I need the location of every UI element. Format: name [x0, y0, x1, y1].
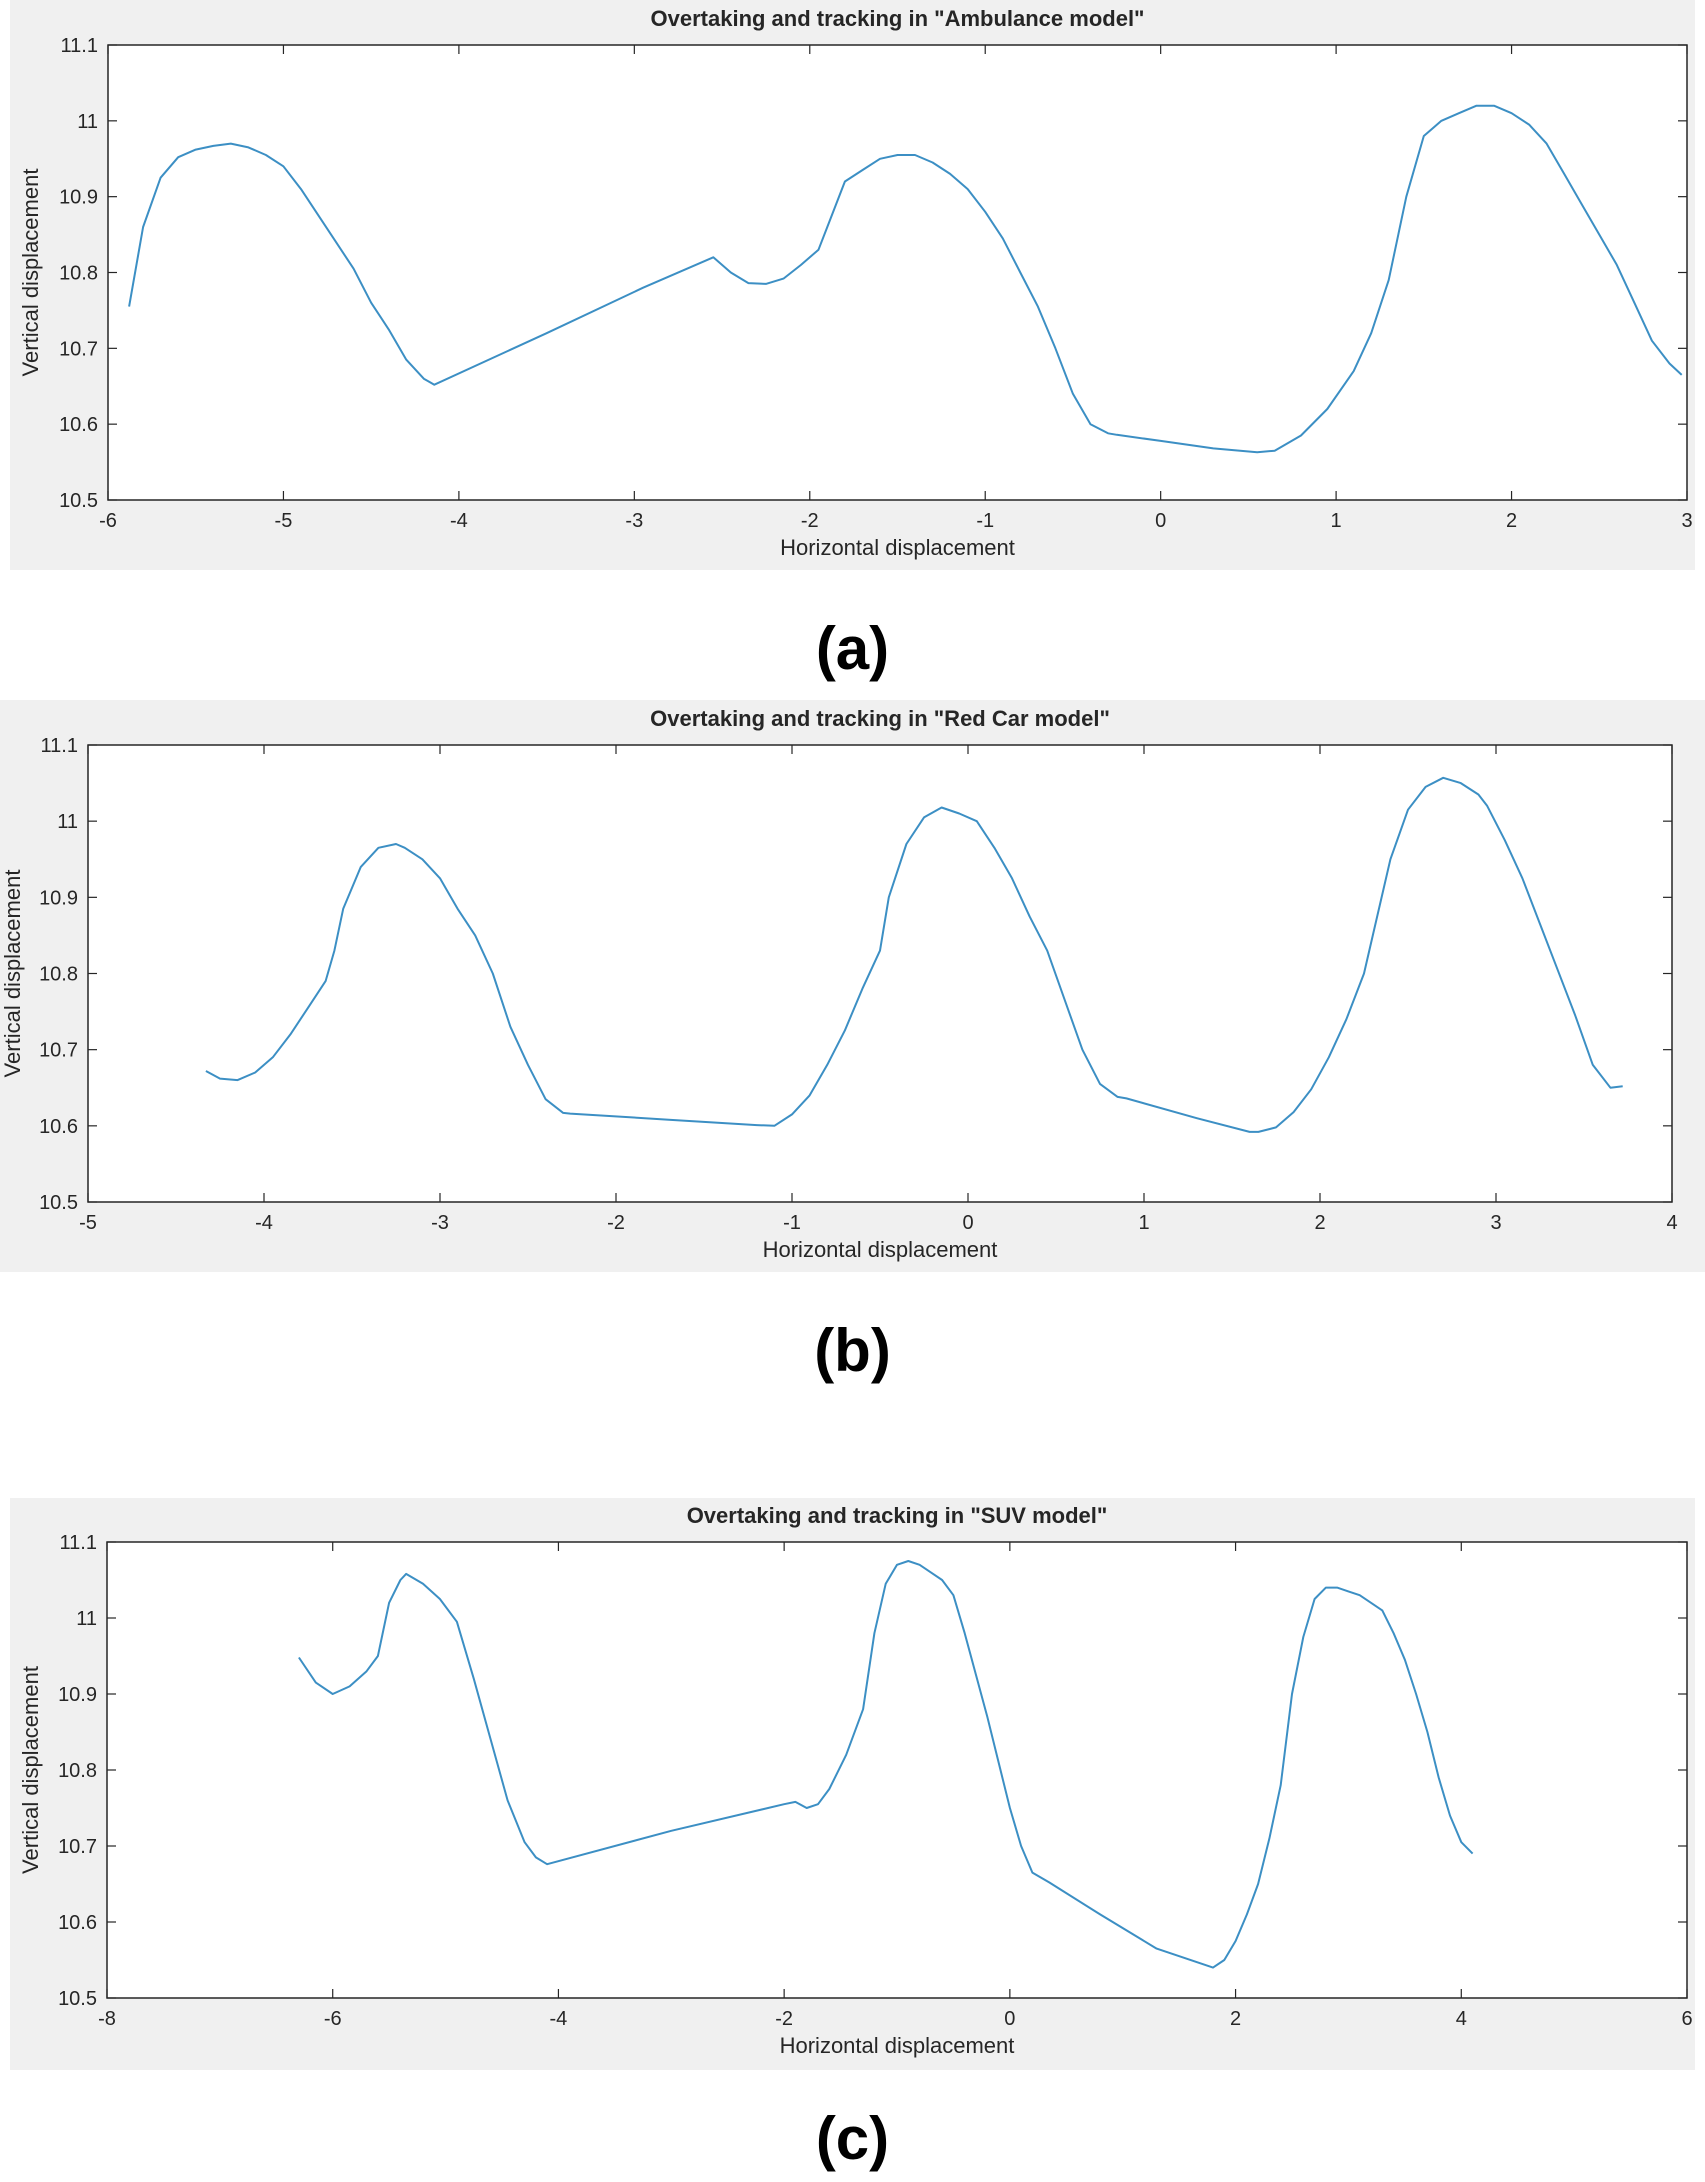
line-chart-suv: -8 -6 -4 -2 0 2 4 6 10.5 10.6 10.7 10.8 10.9 11 11.1 Ov… — [10, 1498, 1695, 2070]
plot-area — [108, 45, 1687, 500]
y-axis-label: Vertical displacement — [0, 870, 25, 1078]
y-tick-label: 10.6 — [59, 414, 98, 436]
x-tick-label: 0 — [962, 1212, 973, 1234]
y-tick-label: 11.1 — [60, 1532, 97, 1554]
x-tick-label: -6 — [99, 510, 117, 532]
line-chart-ambulance: -6 -5 -4 -3 -2 -1 0 1 2 3 10.5 10.6 10.7 10.8 10.9 11 11… — [10, 0, 1695, 570]
x-tick-label: 0 — [1004, 2008, 1015, 2030]
x-tick-label: 2 — [1230, 2008, 1241, 2030]
x-tick-label: -5 — [275, 510, 293, 532]
y-tick-label: 10.6 — [39, 1116, 78, 1138]
y-tick-label: 11.1 — [41, 735, 78, 757]
x-tick-label: -4 — [450, 510, 468, 532]
series-line-0 — [128, 104, 1683, 454]
x-tick-label: 3 — [1490, 1212, 1501, 1234]
y-tick-label: 11.1 — [61, 35, 98, 57]
panel-label-c: (c) — [815, 2105, 890, 2172]
figure-panel-a: -6 -5 -4 -3 -2 -1 0 1 2 3 10.5 10.6 10.7 10.8 10.9 11 11… — [0, 0, 1705, 570]
chart-title: Overtaking and tracking in "Red Car mode… — [650, 706, 1110, 731]
x-tick-label: -4 — [255, 1212, 273, 1234]
x-tick-label: 2 — [1314, 1212, 1325, 1234]
y-tick-label: 10.9 — [58, 1684, 97, 1706]
x-tick-label: 6 — [1681, 2008, 1692, 2030]
y-tick-label: 10.8 — [59, 263, 98, 285]
figure-panel-c: -8 -6 -4 -2 0 2 4 6 10.5 10.6 10.7 10.8 10.9 11 11.1 Ov… — [0, 1498, 1705, 2070]
y-tick-label: 11 — [77, 111, 98, 133]
panel-label-b: (b) — [814, 1317, 891, 1384]
x-tick-label: 1 — [1138, 1212, 1149, 1234]
y-tick-label: 10.9 — [39, 887, 78, 909]
plot-area — [88, 745, 1672, 1202]
y-tick-label: 11 — [57, 811, 78, 833]
y-tick-label: 10.6 — [58, 1912, 97, 1934]
x-tick-label: 1 — [1331, 510, 1342, 532]
y-tick-label: 10.5 — [39, 1192, 78, 1214]
y-tick-label: 10.5 — [59, 490, 98, 512]
figure-panel-b: -5 -4 -3 -2 -1 0 1 2 3 4 10.5 10.6 10.7 10.8 10.9 11 11.… — [0, 700, 1705, 1272]
x-tick-label: -2 — [801, 510, 819, 532]
line-chart-red-car: -5 -4 -3 -2 -1 0 1 2 3 4 10.5 10.6 10.7 10.8 10.9 11 11.… — [0, 700, 1705, 1272]
x-axis-label: Horizontal displacement — [763, 1237, 998, 1262]
x-tick-label: -6 — [324, 2008, 342, 2030]
x-tick-label: 3 — [1681, 510, 1692, 532]
y-tick-label: 10.7 — [39, 1040, 78, 1062]
panel-label-a: (a) — [815, 615, 890, 682]
series-line-0 — [205, 776, 1623, 1133]
y-tick-label: 10.5 — [58, 1988, 97, 2010]
x-tick-label: -8 — [98, 2008, 116, 2030]
x-tick-label: -1 — [783, 1212, 801, 1234]
series-line-0 — [298, 1560, 1474, 1969]
x-tick-label: -2 — [775, 2008, 793, 2030]
chart-title: Overtaking and tracking in "SUV model" — [687, 1503, 1108, 1528]
y-axis-label: Vertical displacement — [18, 169, 43, 377]
chart-title: Overtaking and tracking in "Ambulance mo… — [651, 6, 1145, 31]
x-axis-label: Horizontal displacement — [780, 2033, 1015, 2058]
x-axis-label: Horizontal displacement — [780, 535, 1015, 560]
y-tick-label: 10.7 — [58, 1836, 97, 1858]
x-tick-label: 4 — [1456, 2008, 1467, 2030]
x-tick-label: 2 — [1506, 510, 1517, 532]
x-tick-label: 4 — [1666, 1212, 1677, 1234]
x-tick-label: -5 — [79, 1212, 97, 1234]
x-tick-label: -4 — [550, 2008, 568, 2030]
x-tick-label: 0 — [1155, 510, 1166, 532]
y-tick-label: 11 — [76, 1608, 97, 1630]
y-tick-label: 10.8 — [39, 964, 78, 986]
x-tick-label: -3 — [625, 510, 643, 532]
y-tick-label: 10.9 — [59, 187, 98, 209]
x-tick-label: -3 — [431, 1212, 449, 1234]
x-tick-label: -1 — [976, 510, 994, 532]
y-axis-label: Vertical displacement — [18, 1666, 43, 1874]
y-tick-label: 10.8 — [58, 1760, 97, 1782]
plot-area — [107, 1542, 1687, 1998]
y-tick-label: 10.7 — [59, 338, 98, 360]
x-tick-label: -2 — [607, 1212, 625, 1234]
